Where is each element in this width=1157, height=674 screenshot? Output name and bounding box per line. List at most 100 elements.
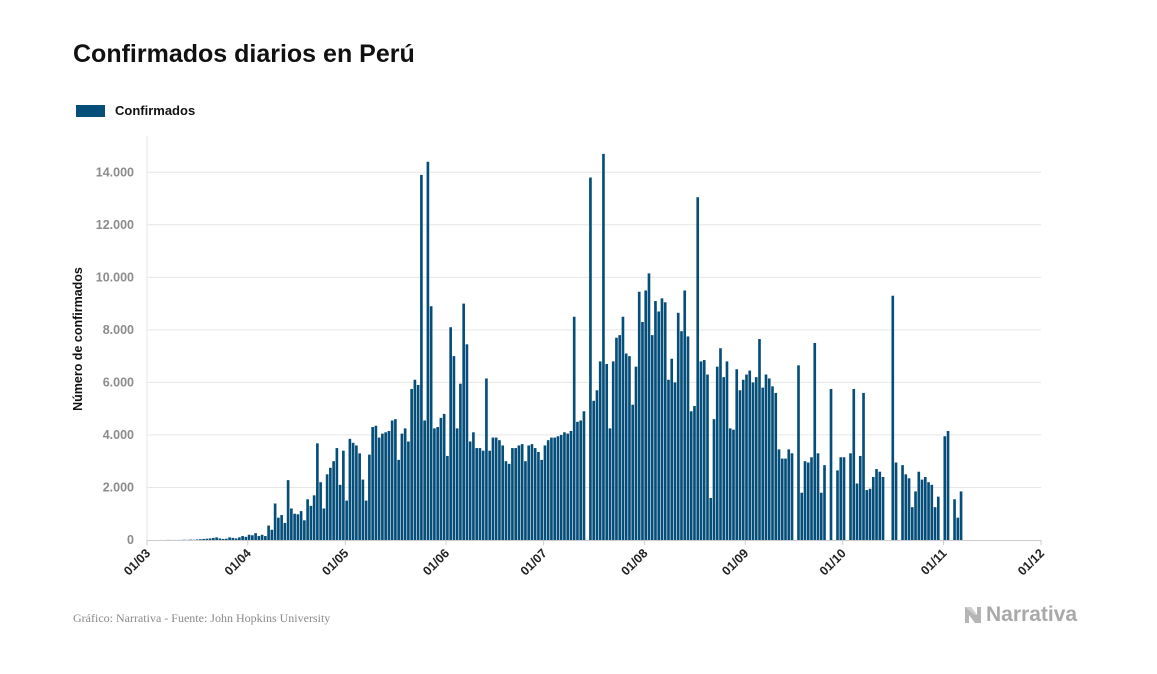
bar: [426, 161, 430, 540]
bar: [319, 482, 322, 540]
bar: [452, 356, 456, 540]
bar: [810, 457, 813, 540]
bar: [667, 379, 670, 540]
bar: [345, 500, 348, 540]
bar: [212, 537, 215, 540]
bar: [439, 417, 443, 540]
bar: [842, 457, 846, 540]
bar: [559, 434, 563, 540]
bar: [858, 455, 862, 540]
bar: [920, 479, 924, 540]
bar: [797, 365, 800, 540]
bar: [270, 529, 274, 540]
bars: [160, 153, 963, 541]
bar: [676, 312, 680, 540]
bar: [839, 457, 843, 540]
bar: [556, 436, 560, 540]
bar: [927, 482, 930, 540]
bar: [543, 445, 547, 540]
bar: [641, 321, 644, 540]
bar: [657, 311, 661, 540]
bar: [355, 445, 358, 540]
bar: [719, 348, 722, 540]
bar: [787, 449, 791, 540]
bar: [494, 437, 498, 540]
bar: [384, 432, 387, 540]
bar: [537, 452, 540, 540]
bar: [751, 382, 755, 540]
bar: [517, 445, 521, 540]
bar: [267, 525, 270, 540]
bar: [663, 302, 667, 540]
bar: [231, 537, 235, 540]
bar: [608, 428, 612, 540]
bar: [862, 392, 865, 540]
bar: [361, 479, 365, 540]
bar: [907, 478, 911, 540]
bar: [715, 366, 719, 540]
bar: [582, 411, 586, 540]
narrativa-logo-icon: [965, 607, 981, 623]
y-axis-label: Número de confirmados: [71, 267, 85, 411]
bar: [790, 453, 794, 540]
x-tick-label: 01/08: [618, 546, 650, 578]
x-tick-label: 01/03: [121, 546, 153, 578]
bar: [348, 438, 352, 540]
bar: [540, 459, 544, 540]
bar: [953, 499, 956, 540]
bar: [647, 273, 651, 540]
bar: [374, 425, 378, 540]
bar: [199, 539, 202, 540]
bar: [442, 413, 446, 540]
bar: [342, 450, 345, 540]
bar: [472, 432, 475, 540]
bar: [303, 520, 306, 540]
bar: [377, 437, 381, 540]
bar: [351, 442, 355, 540]
bar: [459, 383, 462, 540]
bar: [579, 420, 583, 540]
bar: [875, 469, 878, 540]
bar: [849, 453, 852, 540]
bar: [407, 441, 410, 540]
x-tick-label: 01/10: [817, 546, 849, 578]
bar: [455, 428, 459, 540]
bar: [865, 490, 869, 540]
bar: [946, 430, 950, 540]
bar: [371, 427, 374, 540]
bar: [309, 505, 313, 540]
bar: [725, 361, 729, 540]
bar: [520, 444, 524, 540]
bar: [514, 448, 517, 540]
bar: [910, 507, 914, 540]
bar: [784, 458, 787, 540]
bar: [553, 437, 557, 540]
bar: [423, 420, 426, 540]
bar: [644, 290, 648, 540]
bar: [416, 385, 420, 540]
bar: [410, 388, 413, 540]
bar: [260, 534, 264, 540]
bar: [819, 492, 823, 540]
bar: [956, 517, 960, 540]
bar: [712, 419, 716, 540]
bar: [813, 343, 817, 540]
bar: [312, 495, 316, 540]
bar: [699, 361, 703, 540]
bar: [247, 534, 251, 540]
bar: [628, 356, 631, 540]
bar: [709, 497, 713, 540]
legend: Confirmados: [76, 103, 195, 118]
bar: [881, 476, 885, 540]
bar: [368, 454, 371, 540]
bar: [878, 471, 882, 540]
bar: [735, 369, 739, 540]
bar: [689, 411, 693, 540]
bar: [413, 379, 417, 540]
bar: [868, 488, 872, 540]
bar: [257, 536, 261, 540]
bar: [335, 448, 339, 540]
bar: [631, 404, 635, 540]
bar: [764, 374, 768, 540]
y-tick-label: 8.000: [103, 323, 134, 337]
